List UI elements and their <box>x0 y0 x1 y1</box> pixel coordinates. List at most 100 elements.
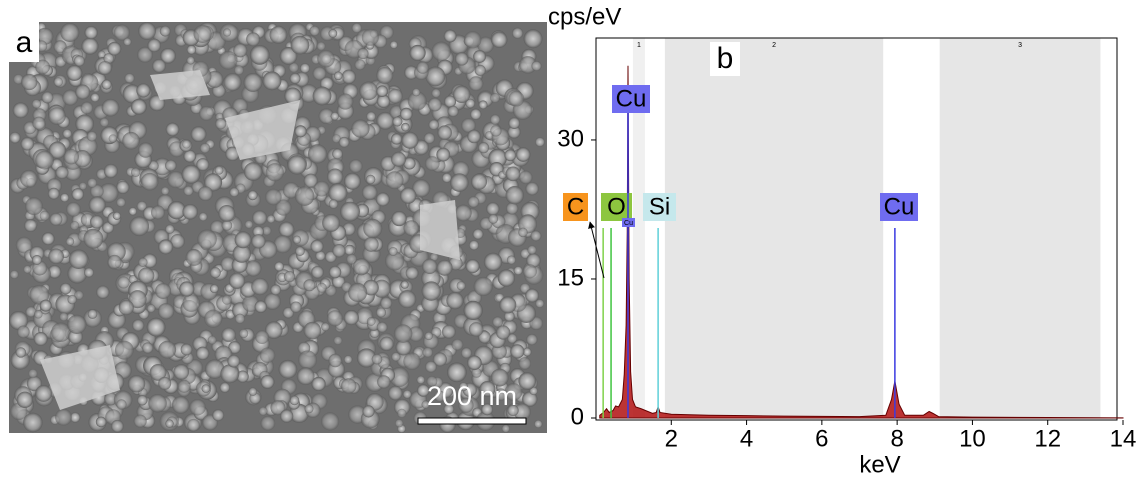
particle <box>229 187 240 198</box>
particle <box>171 396 190 414</box>
particle <box>511 27 524 39</box>
particle <box>470 108 482 120</box>
particle <box>499 296 517 314</box>
particle <box>177 379 191 393</box>
particle <box>453 85 471 104</box>
particle <box>530 230 542 242</box>
particle <box>328 199 339 209</box>
particle <box>190 126 207 142</box>
particle <box>409 44 426 62</box>
particle <box>101 98 120 117</box>
small-label-box <box>622 218 635 227</box>
particle <box>416 375 425 385</box>
x-axis-label: keV <box>859 451 900 478</box>
particle <box>15 236 33 254</box>
particle <box>471 367 482 378</box>
particle <box>375 307 387 318</box>
arrow <box>588 221 605 279</box>
particle <box>399 107 413 121</box>
particle <box>504 310 515 322</box>
particle <box>186 56 195 65</box>
particle <box>130 167 141 178</box>
particle <box>165 419 174 428</box>
particle <box>450 173 469 192</box>
particle <box>152 58 166 73</box>
x-tick-label: 8 <box>890 425 903 452</box>
particle <box>89 215 104 229</box>
particle <box>403 157 416 170</box>
particle <box>327 168 344 185</box>
particle <box>397 408 407 418</box>
particle <box>204 359 225 379</box>
particle <box>21 73 38 91</box>
particle <box>317 49 335 68</box>
particle <box>465 259 480 274</box>
particle <box>259 347 276 363</box>
particle <box>9 131 21 144</box>
flake <box>420 200 460 260</box>
particle <box>332 244 346 258</box>
particle <box>48 141 67 159</box>
particle <box>303 173 318 188</box>
particle <box>97 50 106 59</box>
particle <box>128 207 137 216</box>
particle <box>338 136 350 148</box>
particle <box>488 214 499 224</box>
particle <box>33 309 43 319</box>
particle <box>505 166 521 182</box>
particle <box>303 321 322 340</box>
x-tick-label: 10 <box>959 425 986 452</box>
particle <box>468 322 484 337</box>
particle <box>351 22 362 34</box>
particle <box>232 244 251 263</box>
particle <box>332 148 343 160</box>
particle <box>66 201 81 217</box>
particle <box>48 248 64 265</box>
particle <box>17 325 30 339</box>
particle <box>362 405 375 418</box>
particle <box>251 234 266 249</box>
region-label: 1 <box>637 42 641 49</box>
particle <box>167 170 185 189</box>
particle <box>48 107 66 125</box>
particle <box>361 184 378 201</box>
particle <box>461 118 476 133</box>
particle <box>146 317 166 337</box>
y-tick-label: 15 <box>557 264 584 291</box>
particle <box>31 99 42 109</box>
particle <box>501 424 510 433</box>
particle <box>333 71 343 81</box>
particle <box>446 291 464 310</box>
particle <box>160 47 176 64</box>
particle <box>389 40 398 49</box>
particle <box>432 352 447 367</box>
particle <box>51 322 71 343</box>
particle <box>158 340 177 359</box>
particle <box>431 41 451 61</box>
particle <box>65 237 75 246</box>
particle <box>88 196 106 214</box>
particle <box>265 163 284 182</box>
particle <box>35 59 50 75</box>
particle <box>311 376 326 392</box>
particle <box>167 201 186 220</box>
particle <box>518 357 532 370</box>
particle <box>249 44 270 65</box>
particle <box>258 406 268 416</box>
particle <box>376 111 395 130</box>
particle <box>47 187 60 200</box>
particle <box>183 149 197 163</box>
particle <box>147 38 161 53</box>
particle <box>303 279 316 292</box>
particle <box>376 321 388 333</box>
particle <box>535 137 545 147</box>
particle <box>99 117 110 128</box>
particle <box>496 325 511 340</box>
particle <box>59 282 72 295</box>
particle <box>227 354 241 368</box>
particle <box>223 28 232 37</box>
small-label: Cu <box>624 220 633 227</box>
particle <box>488 148 507 168</box>
particle <box>422 258 438 274</box>
